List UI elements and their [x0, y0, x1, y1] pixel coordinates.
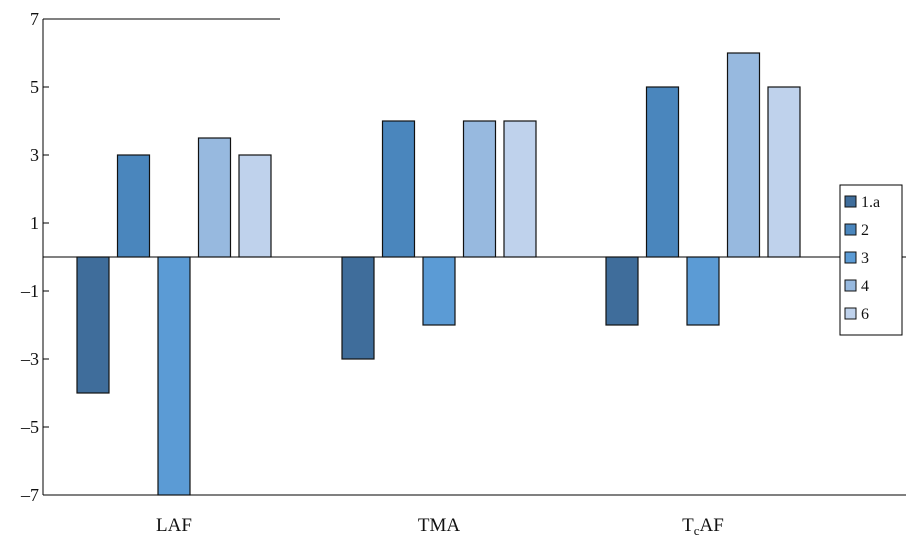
legend-label: 6	[861, 306, 869, 323]
y-tick-label: –5	[20, 417, 39, 437]
legend-swatch	[844, 223, 857, 236]
legend-swatch	[844, 251, 857, 264]
bar	[116, 154, 151, 258]
bar	[381, 120, 416, 258]
legend-swatch	[844, 279, 857, 292]
bar	[686, 256, 720, 326]
y-tick-label: 3	[30, 145, 39, 165]
legend-label: 1.a	[861, 194, 880, 211]
y-tick-label: –1	[20, 281, 39, 301]
bar	[422, 256, 456, 326]
legend-swatch	[844, 195, 857, 208]
bar	[605, 256, 639, 326]
bar	[197, 137, 232, 258]
legend-label: 2	[861, 222, 869, 239]
bar	[767, 86, 801, 258]
y-tick-label: 7	[30, 9, 39, 29]
bar	[76, 256, 110, 394]
y-tick-label: –7	[20, 485, 39, 505]
y-tick-label: 1	[30, 213, 39, 233]
x-category-label: TMA	[418, 515, 461, 536]
bar	[645, 86, 680, 258]
y-tick-label: 5	[30, 77, 39, 97]
bar	[726, 52, 761, 258]
x-category-label: TcAF	[682, 515, 724, 538]
bar	[238, 154, 272, 258]
bar	[341, 256, 375, 360]
x-category-label: LAF	[156, 515, 192, 536]
bar	[157, 256, 191, 496]
legend-swatch	[844, 307, 857, 320]
bar	[503, 120, 537, 258]
legend-label: 4	[861, 278, 869, 295]
bar	[462, 120, 497, 258]
legend-label: 3	[861, 250, 869, 267]
y-tick-label: –3	[20, 349, 39, 369]
